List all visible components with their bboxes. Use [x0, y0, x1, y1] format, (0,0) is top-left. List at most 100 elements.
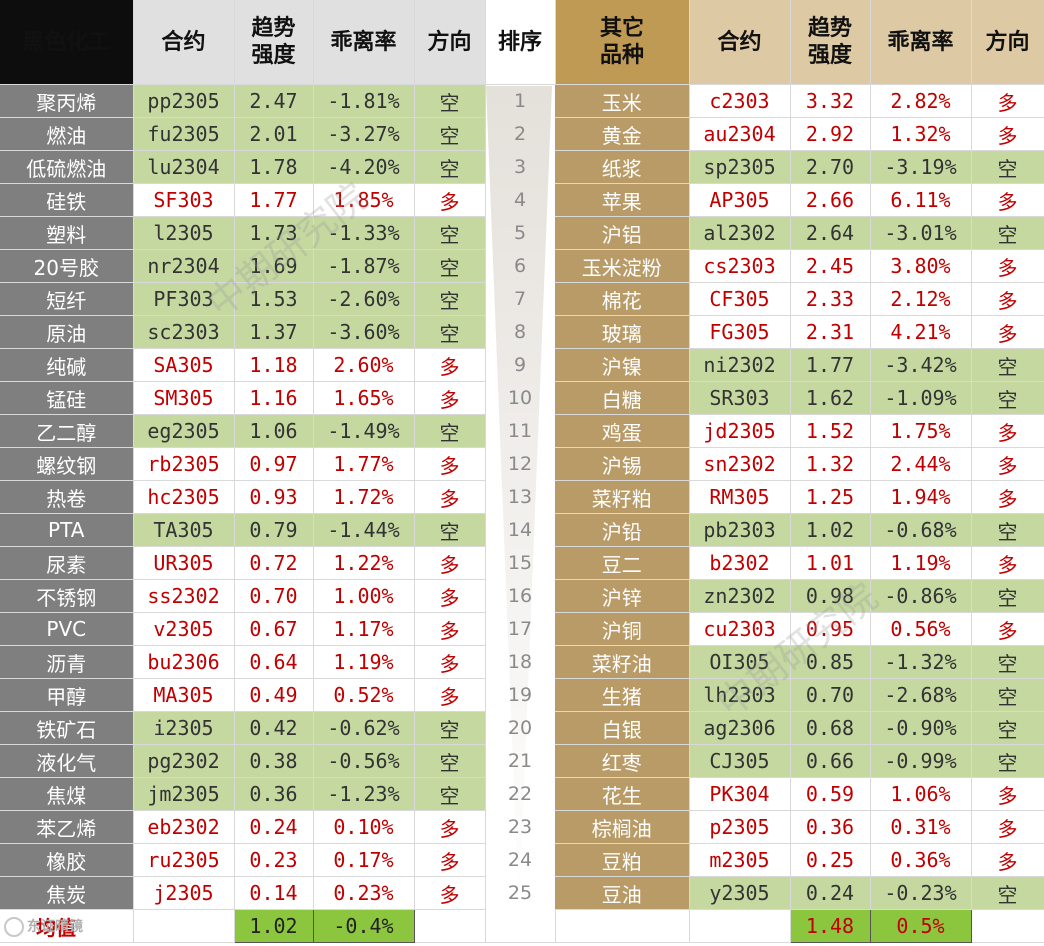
left-contract-code: rb2305 — [133, 447, 235, 481]
left-variety-name: 硅铁 — [0, 183, 134, 217]
left-variety-name: 铁矿石 — [0, 711, 134, 745]
left-trend-strength: 0.70 — [234, 579, 314, 613]
right-trend-strength: 2.33 — [790, 282, 871, 316]
right-variety-name: 沪锌 — [555, 579, 690, 613]
left-deviation: -1.44% — [313, 513, 415, 547]
left-contract-code: PF303 — [133, 282, 235, 316]
left-trend-strength: 1.37 — [234, 315, 314, 349]
deviation-header-right: 乖离率 — [870, 0, 972, 85]
left-contract-code: pg2302 — [133, 744, 235, 778]
right-trend-strength: 0.59 — [790, 777, 871, 811]
right-direction: 多 — [971, 447, 1044, 481]
rank-label: 11 — [507, 419, 533, 442]
rank-label: 25 — [507, 881, 533, 904]
left-deviation: 1.77% — [313, 447, 415, 481]
left-contract-code: v2305 — [133, 612, 235, 646]
left-variety-name: 短纤 — [0, 282, 134, 316]
right-deviation: -0.23% — [870, 876, 972, 910]
right-trend-strength: 2.64 — [790, 216, 871, 250]
contract-header: 合约 — [133, 0, 235, 85]
right-direction: 空 — [971, 513, 1044, 547]
right-trend-strength: 2.92 — [790, 117, 871, 151]
average-row: 均值 1.02 -0.4% 1.48 0.5% — [0, 909, 1044, 943]
left-deviation: 0.17% — [313, 843, 415, 877]
left-contract-code: sc2303 — [133, 315, 235, 349]
right-variety-name: 玻璃 — [555, 315, 690, 349]
left-direction: 多 — [414, 348, 486, 382]
right-direction: 空 — [971, 216, 1044, 250]
right-deviation: 0.56% — [870, 612, 972, 646]
right-contract-code: zn2302 — [689, 579, 791, 613]
right-contract-code: sn2302 — [689, 447, 791, 481]
right-variety-name: 沪铜 — [555, 612, 690, 646]
right-contract-code: y2305 — [689, 876, 791, 910]
left-trend-strength: 0.64 — [234, 645, 314, 679]
average-left-deviation: -0.4% — [312, 909, 415, 943]
right-deviation: 2.44% — [870, 447, 972, 481]
right-direction: 空 — [971, 876, 1044, 910]
left-contract-code: bu2306 — [133, 645, 235, 679]
right-contract-code: ag2306 — [689, 711, 791, 745]
left-contract-code: eg2305 — [133, 414, 235, 448]
left-direction: 多 — [414, 381, 486, 415]
right-trend-strength: 1.52 — [790, 414, 871, 448]
average-label: 均值 — [0, 909, 134, 943]
right-contract-code: CJ305 — [689, 744, 791, 778]
right-direction: 多 — [971, 282, 1044, 316]
right-deviation: 4.21% — [870, 315, 972, 349]
right-contract-code: m2305 — [689, 843, 791, 877]
left-group-header: 黑色化工 — [0, 0, 134, 85]
right-contract-code: CF305 — [689, 282, 791, 316]
left-trend-strength: 1.16 — [234, 381, 314, 415]
left-deviation: -1.33% — [313, 216, 415, 250]
left-direction: 多 — [414, 183, 486, 217]
left-deviation: 0.23% — [313, 876, 415, 910]
average-blank-cell — [485, 909, 556, 943]
left-contract-code: j2305 — [133, 876, 235, 910]
left-deviation: 1.22% — [313, 546, 415, 580]
right-contract-code: AP305 — [689, 183, 791, 217]
left-direction: 多 — [414, 678, 486, 712]
left-trend-strength: 1.77 — [234, 183, 314, 217]
left-deviation: -2.60% — [313, 282, 415, 316]
left-direction: 空 — [414, 282, 486, 316]
trend-strength-header: 趋势强度 — [234, 0, 314, 85]
left-direction: 空 — [414, 513, 486, 547]
right-variety-name: 玉米 — [555, 84, 690, 118]
right-deviation: -0.86% — [870, 579, 972, 613]
right-contract-code: ni2302 — [689, 348, 791, 382]
right-deviation: -2.68% — [870, 678, 972, 712]
right-variety-name: 沪镍 — [555, 348, 690, 382]
right-deviation: -3.01% — [870, 216, 972, 250]
right-trend-strength: 2.66 — [790, 183, 871, 217]
left-contract-code: nr2304 — [133, 249, 235, 283]
right-trend-strength: 0.25 — [790, 843, 871, 877]
right-deviation: -1.09% — [870, 381, 972, 415]
right-direction: 多 — [971, 249, 1044, 283]
left-variety-name: 20号胶 — [0, 249, 134, 283]
right-deviation: -3.19% — [870, 150, 972, 184]
right-deviation: 1.32% — [870, 117, 972, 151]
left-direction: 空 — [414, 84, 486, 118]
right-trend-strength: 1.25 — [790, 480, 871, 514]
right-contract-code: p2305 — [689, 810, 791, 844]
right-contract-code: cs2303 — [689, 249, 791, 283]
left-variety-name: 苯乙烯 — [0, 810, 134, 844]
left-contract-code: eb2302 — [133, 810, 235, 844]
left-variety-name: 乙二醇 — [0, 414, 134, 448]
left-trend-strength: 0.38 — [234, 744, 314, 778]
rank-label: 5 — [513, 221, 527, 244]
trend-strength-header-right-text: 趋势强度 — [807, 16, 852, 68]
right-direction: 空 — [971, 744, 1044, 778]
